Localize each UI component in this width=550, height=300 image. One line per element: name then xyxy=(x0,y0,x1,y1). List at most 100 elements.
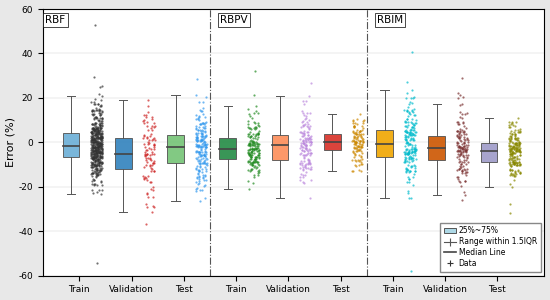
Point xyxy=(355,143,364,148)
Point xyxy=(92,146,101,151)
Point xyxy=(515,126,524,131)
Point xyxy=(410,128,419,133)
Point xyxy=(193,144,202,148)
Point xyxy=(195,150,204,155)
Point xyxy=(457,151,466,155)
Point xyxy=(248,139,256,144)
Point xyxy=(351,140,360,145)
Point xyxy=(454,149,463,154)
Point xyxy=(93,141,102,146)
Point xyxy=(90,102,98,107)
Point xyxy=(144,98,152,102)
Point xyxy=(249,180,257,185)
Point xyxy=(94,136,103,141)
Point xyxy=(304,160,313,164)
Point xyxy=(406,112,415,117)
Point xyxy=(97,146,106,150)
Point xyxy=(191,166,200,171)
Point xyxy=(405,141,414,146)
Point xyxy=(89,156,97,161)
Point xyxy=(402,151,410,155)
Point xyxy=(408,131,417,136)
Point xyxy=(458,159,466,164)
Point xyxy=(95,140,103,145)
Point xyxy=(96,144,105,149)
Point xyxy=(87,129,96,134)
Point xyxy=(304,132,312,137)
Point xyxy=(405,101,414,106)
Point xyxy=(406,157,415,161)
Point xyxy=(150,142,159,147)
Point xyxy=(91,147,100,152)
Point xyxy=(98,147,107,152)
Point xyxy=(93,150,102,155)
Point xyxy=(359,139,367,144)
Point xyxy=(90,133,99,138)
Point xyxy=(96,136,104,141)
Point xyxy=(197,134,206,139)
Point xyxy=(92,153,101,158)
Point xyxy=(249,126,258,131)
Point xyxy=(300,141,309,146)
Point xyxy=(304,160,313,165)
Point xyxy=(245,150,254,155)
Point xyxy=(250,146,258,151)
Point xyxy=(96,121,104,125)
Point xyxy=(91,129,100,134)
Point xyxy=(148,161,157,166)
Point xyxy=(351,158,360,163)
Point xyxy=(92,150,101,155)
Point xyxy=(358,136,367,141)
Point xyxy=(458,153,467,158)
Point xyxy=(252,144,261,148)
Point xyxy=(515,153,524,158)
Point xyxy=(300,153,309,158)
Point xyxy=(87,155,96,160)
Point xyxy=(244,132,253,137)
Point xyxy=(405,132,414,136)
Point xyxy=(97,119,106,124)
Point xyxy=(458,95,467,100)
Point xyxy=(354,163,363,168)
Point xyxy=(90,137,98,142)
Point xyxy=(250,140,258,144)
Point xyxy=(200,139,208,144)
Point xyxy=(87,152,96,156)
Point xyxy=(454,135,463,140)
Point xyxy=(351,132,360,137)
Point xyxy=(94,145,102,150)
Point xyxy=(87,130,96,135)
Point xyxy=(97,112,106,117)
Point xyxy=(301,162,310,167)
Point xyxy=(506,149,515,154)
Point xyxy=(97,132,106,137)
Point xyxy=(199,134,207,139)
Point xyxy=(409,128,418,132)
Point xyxy=(199,140,208,145)
Point xyxy=(91,135,100,140)
Point xyxy=(91,148,100,152)
Point xyxy=(299,140,307,145)
Point xyxy=(93,126,102,131)
Point xyxy=(248,163,256,167)
Point xyxy=(195,144,204,149)
Point xyxy=(402,129,411,134)
Point xyxy=(192,132,201,136)
Point xyxy=(94,170,102,175)
Point xyxy=(404,156,413,161)
Point xyxy=(400,120,409,124)
Point xyxy=(147,168,156,173)
Point xyxy=(93,130,102,135)
Point xyxy=(202,161,211,166)
Point xyxy=(146,163,155,168)
Point xyxy=(514,148,523,152)
Point xyxy=(92,163,101,168)
Point xyxy=(95,188,103,193)
Point xyxy=(94,152,102,157)
Point xyxy=(508,120,517,125)
Point xyxy=(300,122,309,126)
Point xyxy=(458,171,466,176)
Point xyxy=(409,182,418,187)
Point xyxy=(299,122,308,127)
Point xyxy=(296,142,305,147)
